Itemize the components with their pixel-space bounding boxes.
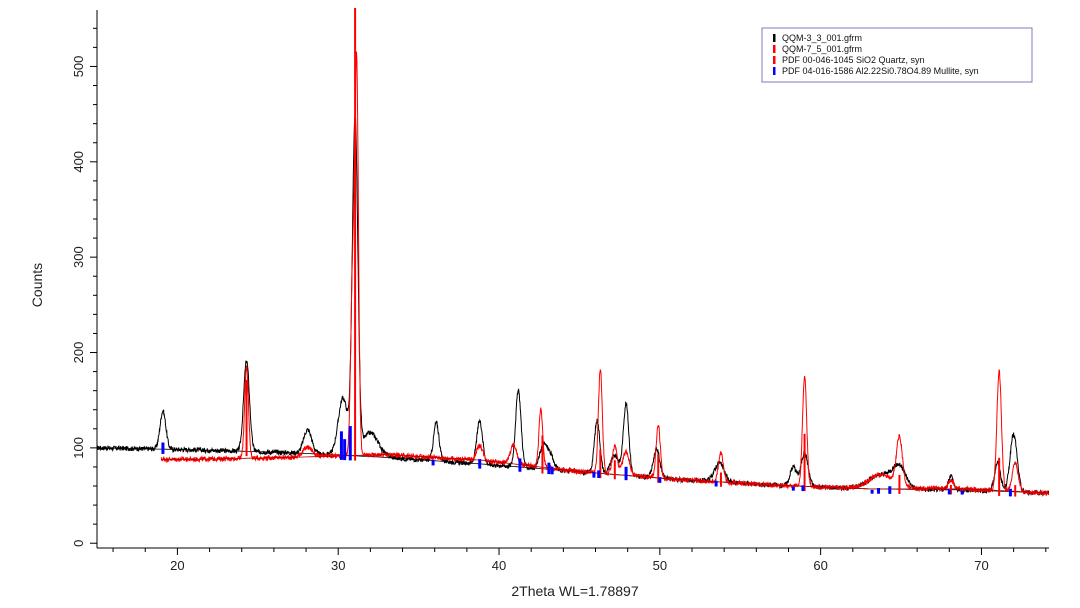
legend-swatch [773, 56, 776, 64]
legend-entry: QQM-3_3_001.gfrm [782, 33, 862, 43]
series-line-1 [97, 116, 1049, 497]
y-tick-label: 0 [71, 540, 86, 547]
legend-box [761, 27, 1033, 83]
chart-axes: 20 30 40 50 60 70 0 100 200 300 400 500 [71, 10, 1049, 573]
x-tick-label: 70 [974, 558, 988, 573]
y-axis-label: Counts [29, 263, 45, 307]
legend-swatch [773, 34, 776, 42]
legend-entry: PDF 04-016-1586 Al2.22Si0.78O4.89 Mullit… [782, 66, 979, 76]
series-line-2 [160, 51, 1049, 496]
y-tick-label: 400 [71, 151, 86, 173]
legend-entry: PDF 00-046-1045 SiO2 Quartz, syn [782, 55, 925, 65]
background-curve-2 [161, 454, 1049, 494]
x-tick-label: 50 [653, 558, 667, 573]
legend-swatch [773, 45, 776, 53]
chart-series-group [97, 8, 1049, 497]
x-tick-label: 30 [331, 558, 345, 573]
y-tick-label: 500 [71, 56, 86, 78]
y-tick-label: 300 [71, 246, 86, 268]
x-axis-label: 2Theta WL=1.78897 [511, 583, 638, 599]
x-tick-label: 40 [492, 558, 506, 573]
y-tick-label: 200 [71, 342, 86, 364]
y-tick-label: 100 [71, 437, 86, 459]
legend-swatch [773, 67, 776, 75]
x-tick-label: 60 [813, 558, 827, 573]
legend-entry: QQM-7_5_001.gfrm [782, 44, 862, 54]
x-tick-label: 20 [170, 558, 184, 573]
